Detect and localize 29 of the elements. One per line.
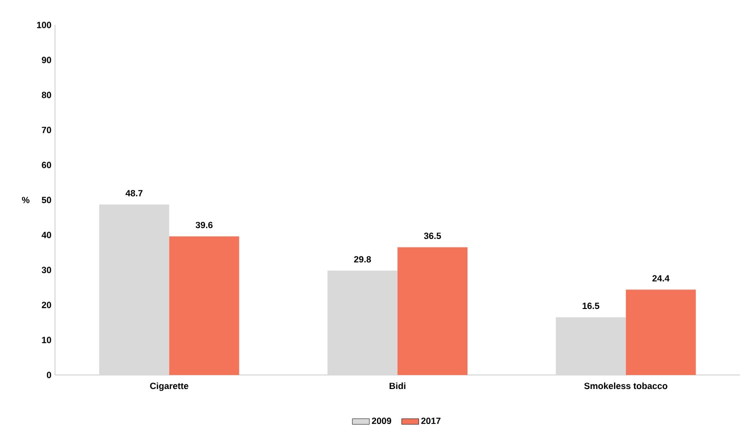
bar [626,290,696,375]
bar [328,270,398,375]
y-tick-label: 50 [42,196,52,204]
bar [169,236,240,375]
x-tick-label: Smokeless tobacco [584,382,668,390]
y-tick-label: 30 [42,266,52,274]
x-tick-label: Cigarette [150,382,188,391]
y-tick-label: 80 [42,92,52,98]
y-tick-label: 20 [42,302,52,308]
data-label: 48.7 [126,190,143,196]
x-tick-label: Bidi [390,382,406,390]
y-tick-label: 40 [42,232,52,238]
y-axis-title: % [22,196,30,204]
data-label: 24.4 [652,275,670,282]
y-tick-label: 90 [42,56,52,64]
y-tick-label: 60 [42,162,52,168]
data-label: 36.5 [424,232,441,240]
legend-label: 2009 [372,418,392,424]
bar [556,317,626,375]
legend-label: 2017 [421,418,440,424]
data-label: 16.5 [582,302,600,310]
data-label: 39.6 [196,222,213,228]
bar [99,204,170,375]
y-tick-label: 100 [37,22,52,28]
y-tick-label: 70 [42,126,52,134]
bar [398,247,468,375]
data-label: 29.8 [354,256,371,262]
y-tick-label: 0 [46,372,52,378]
y-tick-label: 10 [42,336,52,344]
